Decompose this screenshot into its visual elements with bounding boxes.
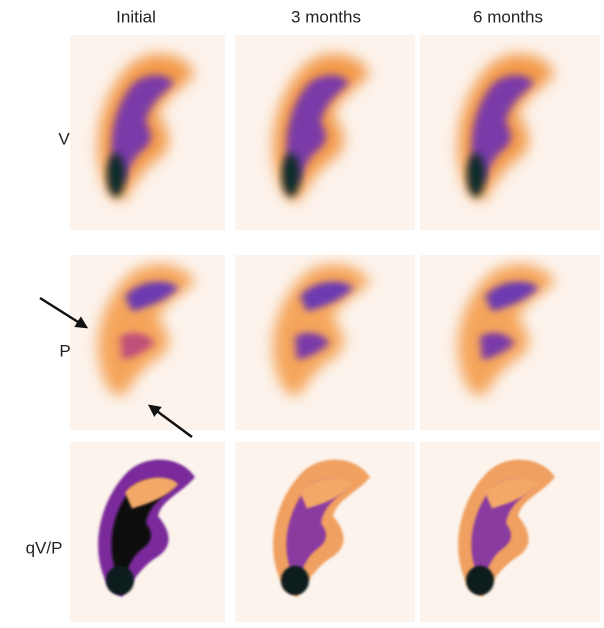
lung-shape: [458, 459, 555, 598]
uptake-outer: [458, 264, 555, 398]
uptake-core: [467, 153, 485, 197]
scan-image: [420, 442, 600, 622]
uptake-mid: [471, 75, 534, 183]
uptake-upper: [485, 477, 538, 509]
uptake-upper: [300, 281, 353, 312]
lung-shape: [98, 54, 195, 204]
lung-shape: [273, 54, 370, 204]
column-label: 3 months: [291, 7, 361, 26]
row-label: P: [59, 341, 70, 360]
uptake-outer: [98, 264, 195, 398]
uptake-mid: [471, 478, 534, 579]
arrow: [147, 404, 193, 439]
scan-image: [235, 442, 415, 622]
uptake-upper: [125, 477, 178, 509]
scan-image: [420, 35, 600, 230]
scan-image: [70, 35, 225, 230]
row-label: qV/P: [26, 538, 63, 557]
lung-shape: [458, 264, 555, 398]
uptake-upper: [125, 281, 178, 312]
uptake-lower: [120, 332, 154, 361]
scan-image: [235, 35, 415, 230]
uptake-upper: [485, 281, 538, 312]
uptake-core: [282, 153, 300, 197]
scan-image: [70, 442, 225, 622]
scan-image: [70, 255, 225, 430]
uptake-mid: [111, 75, 174, 183]
uptake-core: [281, 565, 309, 596]
row-label: V: [58, 129, 70, 148]
lung-shape: [98, 264, 195, 398]
uptake-core: [107, 153, 125, 197]
uptake-mid: [286, 478, 349, 579]
uptake-mid: [286, 75, 349, 183]
uptake-core: [106, 565, 134, 596]
uptake-upper: [300, 477, 353, 509]
column-label: Initial: [116, 7, 156, 26]
lung-shape: [98, 459, 195, 598]
uptake-core: [466, 565, 494, 596]
uptake-lower: [480, 332, 514, 361]
lung-shape: [273, 264, 370, 398]
scan-panels: [70, 35, 600, 622]
uptake-lower: [295, 332, 329, 361]
scan-image: [235, 255, 415, 430]
scan-image: [420, 255, 600, 430]
column-label: 6 months: [473, 7, 543, 26]
uptake-mid: [111, 478, 174, 579]
lung-shape: [273, 459, 370, 598]
uptake-outer: [273, 264, 370, 398]
arrow: [39, 296, 89, 329]
lung-shape: [458, 54, 555, 204]
